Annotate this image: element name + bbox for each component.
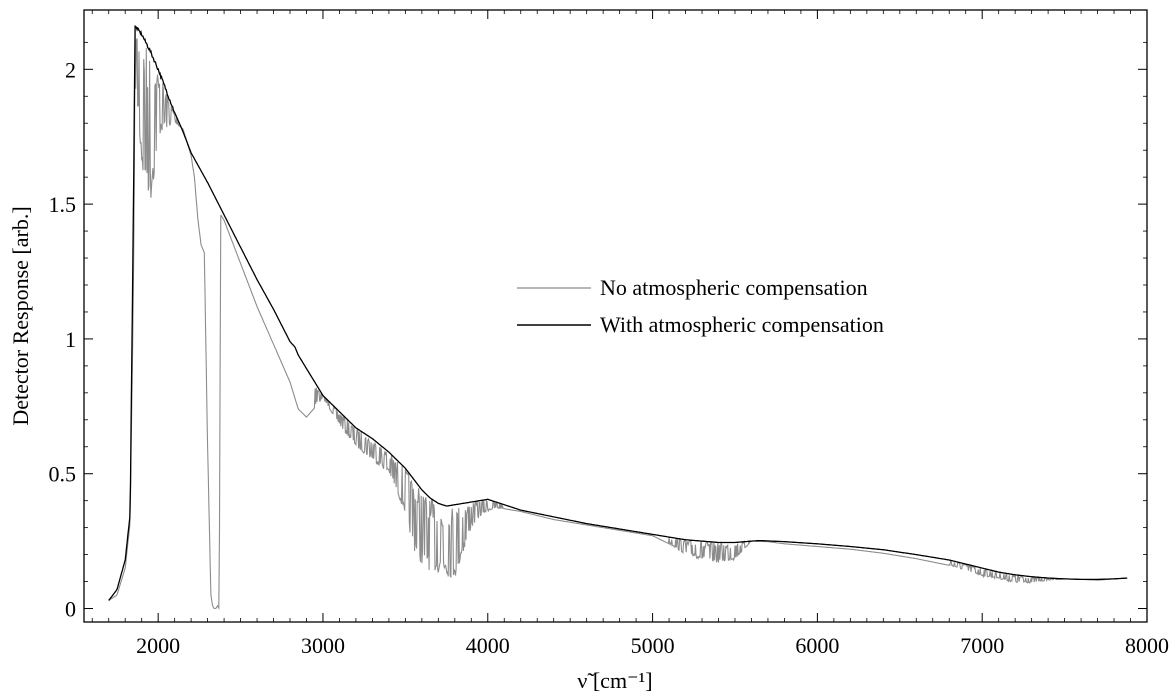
series-line-with-compensation (108, 25, 1128, 601)
x-tick-label: 2000 (136, 633, 180, 658)
plot-frame (83, 9, 1148, 623)
x-axis-label: ν̃ [cm⁻¹] (577, 668, 652, 693)
y-tick-label: 1.5 (49, 192, 77, 217)
x-tick-label: 4000 (466, 633, 510, 658)
legend: No atmospheric compensation With atmosph… (517, 275, 884, 337)
legend-label-no-compensation: No atmospheric compensation (600, 275, 868, 300)
y-tick-label: 2 (65, 57, 76, 82)
series-line-no-compensation (108, 26, 1128, 611)
x-tick-label: 3000 (301, 633, 345, 658)
x-tick-label: 5000 (631, 633, 675, 658)
x-axis-ticks: 2000 3000 4000 5000 6000 7000 8000 (91, 10, 1169, 658)
x-tick-label: 6000 (795, 633, 839, 658)
x-tick-label: 8000 (1125, 633, 1169, 658)
y-tick-label: 0.5 (49, 462, 77, 487)
x-tick-label: 7000 (960, 633, 1004, 658)
legend-label-with-compensation: With atmospheric compensation (600, 312, 884, 337)
y-axis-ticks: 0 0.5 1 1.5 2 (49, 41, 1147, 622)
series-layer (108, 25, 1128, 611)
y-axis-label: Detector Response [arb.] (8, 206, 33, 425)
y-tick-label: 0 (65, 597, 76, 622)
y-tick-label: 1 (65, 327, 76, 352)
